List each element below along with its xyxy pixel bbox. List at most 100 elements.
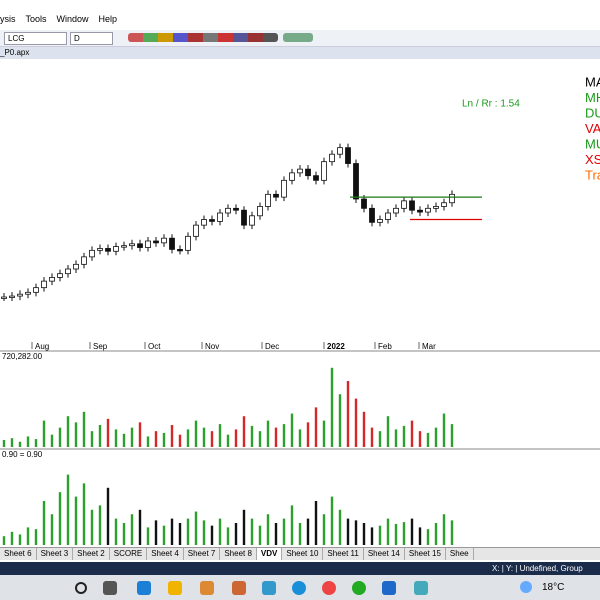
x-tick-label: Nov [205,342,219,351]
interval-box[interactable]: D [70,32,113,45]
volume-bar [138,422,142,447]
candle [345,147,351,164]
sheet-tab[interactable]: Sheet 14 [364,548,405,560]
candle [113,246,119,252]
app-icon[interactable] [322,581,336,595]
volume-bar [386,416,390,447]
candle [313,175,319,181]
oscillator-bar [242,509,246,545]
tool-icons[interactable] [128,33,278,42]
sheet-tab[interactable]: Sheet 4 [147,548,184,560]
menu-item[interactable]: Tools [25,14,47,24]
volume-bar [322,420,326,447]
app-icon[interactable] [103,581,117,595]
volume-bar [146,436,150,447]
volume-bar [298,429,302,447]
volume-bar [106,418,110,447]
candle [257,206,263,217]
oscillator-bar [362,523,366,545]
candle [305,168,311,177]
legend-entry: MA [585,74,600,89]
candle [265,193,271,207]
menu-item[interactable]: Help [98,14,118,24]
candle [401,200,407,209]
sheet-tab[interactable]: Sheet 3 [37,548,74,560]
candle [153,240,159,244]
candle [361,198,367,209]
volume-bar [338,394,342,447]
oscillator-bar [250,518,254,545]
oscillator-bar [162,525,166,545]
x-tick-label: Sep [93,342,108,351]
app-icon[interactable] [262,581,276,595]
app-icon[interactable] [414,581,428,595]
sheet-tab[interactable]: Sheet 10 [282,548,324,560]
menu-item[interactable]: ysis [0,14,16,24]
candle [17,293,23,297]
volume-bar [58,427,62,447]
sheet-tab[interactable]: Sheet 6 [0,548,37,560]
volume-label: 720,282.00 [2,352,43,361]
legend-entry: DU [585,105,600,120]
sheet-tab[interactable]: Shee [446,548,474,560]
volume-bar [290,413,294,447]
oscillator-bar [42,501,46,545]
candle [409,200,415,211]
sheet-tab[interactable]: SCORE [110,548,148,560]
symbol-box[interactable]: LCG [4,32,67,45]
sheet-tab[interactable]: VDV [256,548,283,560]
sheet-tab[interactable]: Sheet 15 [405,548,446,560]
oscillator-bar [74,496,78,545]
candle [105,248,111,252]
sheet-tab[interactable]: Sheet 2 [73,548,110,560]
oscillator-bar [26,527,30,545]
weather-icon[interactable] [520,581,532,593]
candle [81,256,87,265]
app-icon[interactable] [168,581,182,595]
document-tab[interactable]: _P0.apx [0,47,600,59]
app-icon[interactable] [232,581,246,595]
oscillator-bar [402,522,406,545]
oscillator-bar [418,527,422,545]
oscillator-bar [426,529,430,545]
volume-bar [218,424,222,447]
legend-entry: MU [585,136,600,151]
app-icon[interactable] [292,581,306,595]
volume-bar [130,427,134,447]
sheet-tab[interactable]: Sheet 11 [323,548,364,560]
candle [377,219,383,223]
app-icon[interactable] [352,581,366,595]
oscillator-bar [130,514,134,545]
sheet-tab[interactable]: Sheet 8 [220,548,257,560]
candle [161,237,167,244]
volume-bar [410,420,414,447]
app-icon[interactable] [382,581,396,595]
volume-bar [66,416,70,447]
oscillator-bar [138,509,142,545]
volume-bar [266,420,270,447]
oscillator-bar [218,518,222,545]
volume-bar [346,381,350,447]
oscillator-bar [306,518,310,545]
app-icon[interactable] [200,581,214,595]
x-tick-label: Feb [378,342,392,351]
volume-bar [370,427,374,447]
menu-item[interactable]: Window [56,14,89,24]
status-bar: X: | Y: | Undefined, Group 255, Se [0,562,600,586]
candle [449,193,455,204]
candle [9,295,15,298]
candle [201,219,207,226]
app-icon[interactable] [137,581,151,595]
volume-bar [98,425,102,447]
candle [121,245,127,248]
search-icon[interactable] [75,582,87,594]
volume-bar [434,427,438,447]
candle [1,296,7,299]
sheet-tab[interactable]: Sheet 7 [184,548,221,560]
candle [393,207,399,214]
volume-bar [442,413,446,447]
tool-icons[interactable] [283,33,313,42]
volume-bar [114,429,118,447]
sheet-tabs: Sheet 6 Sheet 3 Sheet 2 SCORE Sheet 4 Sheet 7… [0,547,600,560]
candle [185,235,191,251]
